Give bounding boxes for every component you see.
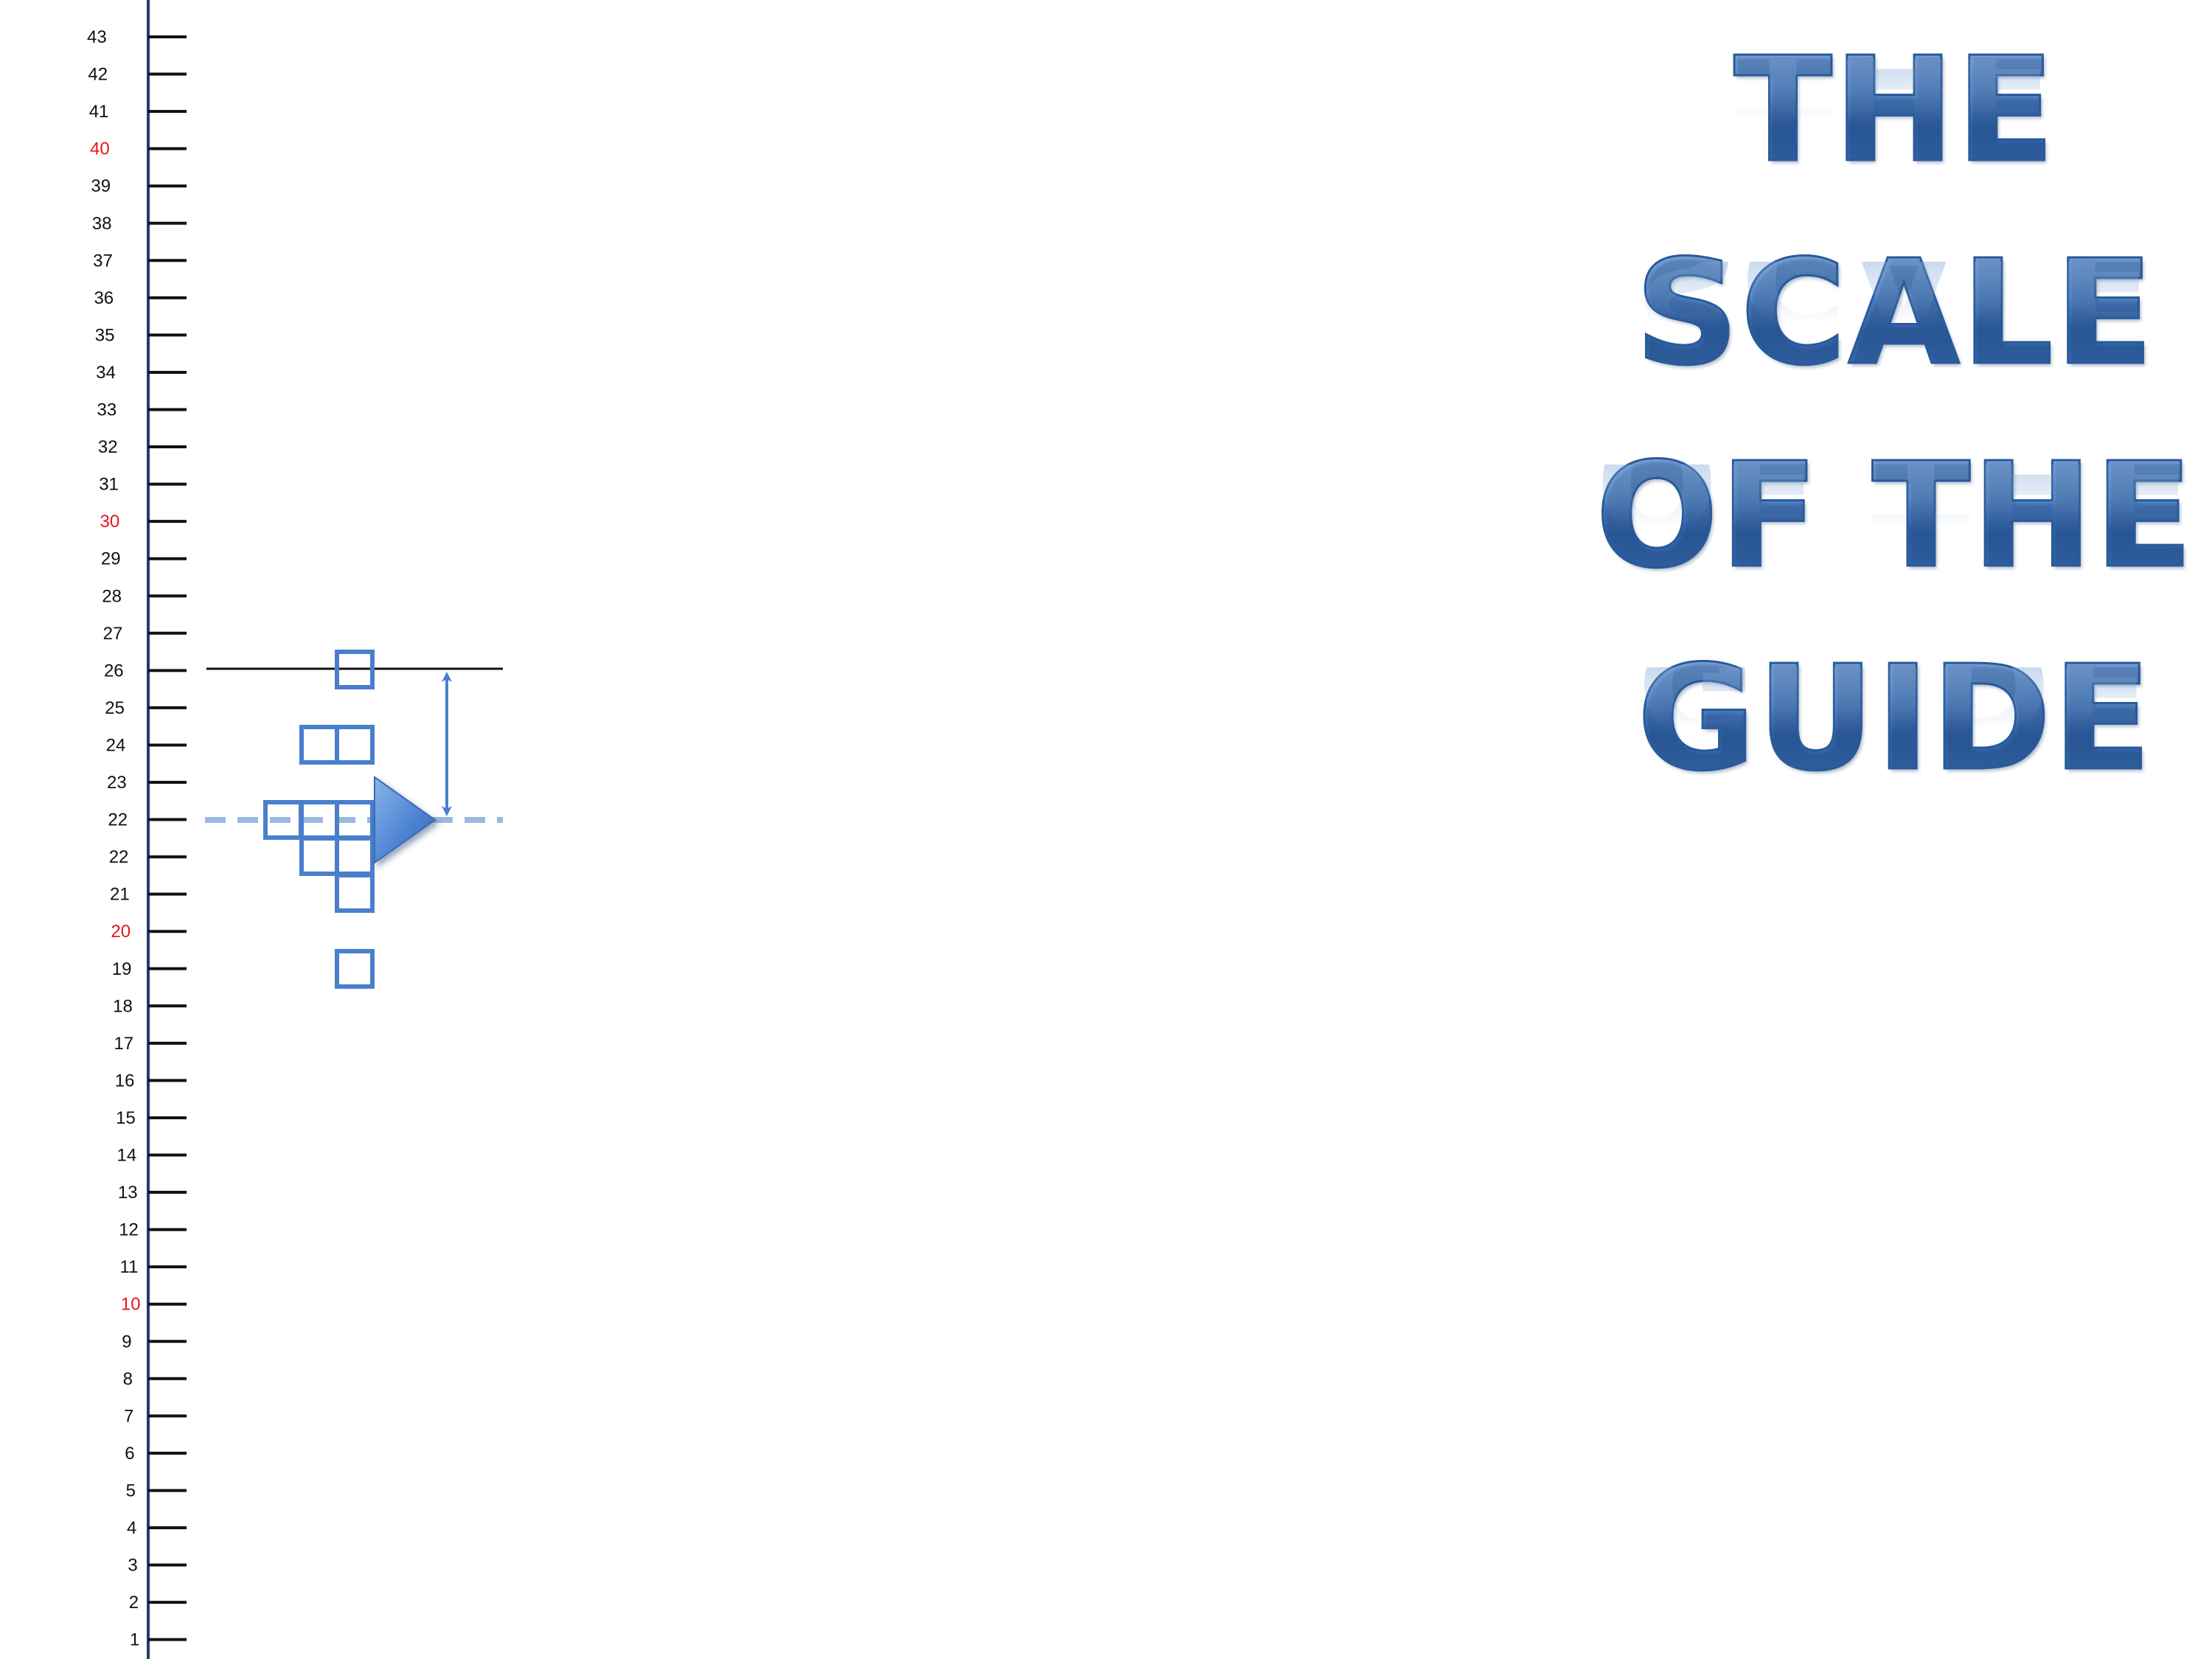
square [335,836,375,876]
scale-labels: 4342414039383736353433323130292827262524… [87,27,141,1650]
scale-tick-label: 28 [102,586,122,606]
scale-tick-label: 1 [130,1630,139,1650]
scale-tick-label: 32 [98,437,118,457]
scale-tick-label: 31 [99,475,119,495]
scale-tick-label: 23 [107,773,127,793]
title-line: OF THE OF THE [1593,442,2197,645]
scale-tick-label: 13 [118,1183,138,1203]
square [335,650,375,689]
scale-tick-label: 39 [91,176,111,196]
title-block: THE THE SCALE SCALE OF THE OF THE GUIDE … [1593,36,2197,848]
scale-tick-label: 43 [87,27,107,47]
scale-tick-label: 40 [90,139,110,159]
scale-tick-label: 26 [104,661,124,681]
scale-tick-label: 35 [95,325,115,345]
scale-tick-label: 25 [105,698,125,718]
scale-tick-label: 12 [119,1220,139,1240]
title-line-reflection: SCALE [1635,262,2155,350]
scale-tick-label: 14 [117,1146,137,1166]
title-line-text: THE [1593,36,2197,186]
scale-tick-label: 29 [101,549,121,569]
square [335,873,375,913]
scale-tick-label: 21 [110,885,130,905]
square-stack [263,650,375,989]
square [335,949,375,989]
scale-tick-label: 24 [106,735,126,755]
scale-tick-label: 22 [109,847,129,867]
scale-tick-label: 2 [129,1593,139,1613]
scale-tick-label: 42 [88,65,108,85]
title-line-reflection: GUIDE [1637,667,2153,756]
scale-tick-label: 9 [122,1332,131,1352]
scale-tick-label: 3 [128,1556,137,1576]
scale-tick-label: 18 [113,996,133,1016]
scale-tick-label: 41 [89,102,109,122]
title-line-reflection: OF THE [1595,465,2195,553]
square [299,836,339,876]
title-line: GUIDE GUIDE [1593,644,2197,848]
title-line-text: GUIDE [1593,644,2197,794]
scale-tick-label: 38 [92,214,112,234]
scale-tick-label: 27 [103,624,123,644]
pointer-triangle-icon [374,776,437,864]
square [299,725,339,765]
scale-tick-label: 19 [112,959,132,979]
scale-tick-label: 15 [116,1108,136,1128]
scale-ticks [148,35,187,1641]
square [335,725,375,765]
scale-tick-label: 11 [120,1257,139,1277]
title-line: SCALE SCALE [1593,239,2197,442]
scale-tick-label: 10 [121,1295,141,1315]
title-line: THE THE [1593,36,2197,240]
scale-tick-label: 37 [93,251,113,271]
scale-tick-label: 33 [97,400,117,420]
scale-tick-label: 7 [124,1406,133,1426]
title-line-text: SCALE [1593,239,2197,389]
scale-tick-label: 22 [108,810,128,830]
scale-tick-label: 36 [94,288,114,308]
scale-tick-label: 30 [100,512,120,532]
scale-tick-label: 5 [126,1481,136,1500]
scale-tick-label: 17 [114,1034,133,1054]
scale-tick-label: 16 [115,1071,135,1091]
scale-tick-label: 8 [123,1369,133,1389]
scale-tick-label: 6 [125,1444,134,1464]
scale-tick-label: 4 [127,1518,136,1538]
title-line-text: OF THE [1593,442,2197,591]
title-line-reflection: THE [1733,59,2056,147]
scale-tick-label: 20 [111,922,131,942]
scale-tick-label: 34 [96,363,116,383]
